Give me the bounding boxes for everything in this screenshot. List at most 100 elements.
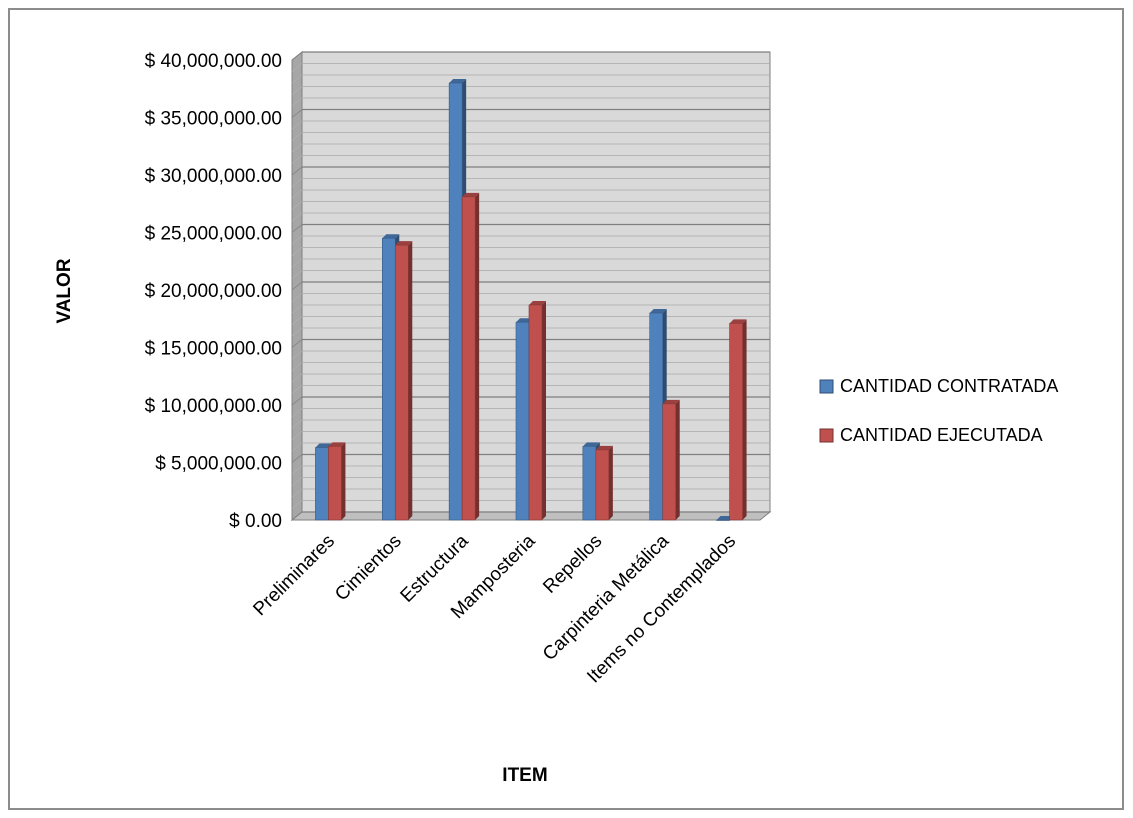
bar-top — [582, 442, 600, 447]
bar-side — [341, 442, 346, 520]
legend-swatch — [819, 379, 834, 394]
bar-side — [675, 399, 680, 520]
bar-front — [381, 237, 396, 521]
bar — [729, 319, 747, 521]
bar-front — [595, 449, 610, 521]
side-gridline — [291, 327, 303, 337]
bar-side — [475, 192, 480, 520]
side-gridline — [291, 477, 303, 486]
y-axis-ticks: $ 0.00 $ 5,000,000.00 $ 10,000,000.00 $ 15,… — [145, 51, 282, 532]
side-gridline — [291, 178, 303, 187]
side-gridline — [291, 419, 303, 429]
side-gridline — [291, 465, 303, 475]
y-tick-label: $ 5,000,000.00 — [155, 454, 282, 475]
bar-side — [408, 241, 413, 520]
bar-side — [608, 445, 613, 520]
side-gridline — [291, 304, 303, 314]
bar-top — [449, 79, 467, 83]
legend-swatch — [819, 428, 834, 443]
side-gridline — [291, 442, 303, 452]
bar-front — [649, 312, 664, 521]
side-gridline — [291, 316, 303, 325]
side-gridline — [291, 431, 303, 440]
side-gridline — [291, 500, 303, 509]
side-gridline — [291, 166, 303, 176]
bar — [662, 399, 680, 521]
legend: CANTIDAD CONTRATADA CANTIDAD EJECUTADA — [819, 376, 1058, 445]
side-gridline — [291, 235, 303, 245]
side-gridline — [291, 189, 303, 199]
bar-front — [729, 323, 743, 521]
side-gridline — [291, 258, 303, 268]
bar-front — [394, 244, 409, 521]
bar-front — [528, 304, 543, 521]
side-gridline — [291, 224, 303, 233]
bar-front — [448, 82, 463, 521]
side-gridline — [291, 362, 303, 371]
side-gridline — [291, 109, 303, 118]
bar-front — [515, 321, 530, 521]
side-gridline — [291, 373, 303, 383]
side-gridline — [291, 293, 303, 302]
bar-front — [582, 446, 597, 521]
bar-top — [328, 442, 346, 447]
side-gridline — [291, 488, 303, 498]
x-tick-label: Carpinteria Metálica — [539, 530, 674, 665]
side-gridline — [291, 396, 303, 406]
bar-front — [328, 446, 342, 521]
side-gridline — [291, 51, 303, 61]
bar — [394, 241, 413, 521]
side-gridline — [291, 74, 303, 84]
x-axis-ticks: PreliminaresCimientosEstructuraMamposter… — [249, 530, 740, 687]
legend-label: CANTIDAD CONTRATADA — [840, 376, 1058, 396]
legend-label: CANTIDAD EJECUTADA — [840, 425, 1043, 445]
side-gridline — [291, 212, 303, 222]
bar-top — [595, 445, 613, 450]
side-gridline — [291, 120, 303, 130]
bar-top — [649, 309, 667, 313]
bar-front — [716, 519, 730, 521]
x-tick-label: Repellos — [539, 531, 606, 598]
y-tick-label: $ 15,000,000.00 — [145, 339, 282, 360]
side-gridline — [291, 408, 303, 417]
x-tick-label: Cimientos — [331, 531, 406, 606]
bar-top — [729, 319, 747, 324]
y-tick-label: $ 40,000,000.00 — [145, 51, 282, 72]
bar-top — [462, 192, 480, 197]
bar-top — [395, 241, 413, 246]
y-tick-label: $ 20,000,000.00 — [145, 281, 282, 302]
bar-front — [461, 196, 476, 521]
y-axis-title: VALOR — [54, 258, 75, 323]
side-gridline — [291, 339, 303, 348]
bar-front — [315, 447, 329, 521]
x-axis-title: ITEM — [502, 765, 547, 786]
bar-top — [382, 234, 400, 239]
y-tick-label: $ 10,000,000.00 — [145, 396, 282, 417]
side-gridline — [291, 86, 303, 95]
y-tick-label: $ 30,000,000.00 — [145, 166, 282, 187]
side-gridline — [291, 247, 303, 256]
bar — [595, 445, 613, 521]
y-tick-label: $ 0.00 — [229, 511, 282, 532]
gridlines — [291, 51, 770, 521]
bar-front — [662, 403, 677, 521]
bar-side — [542, 300, 546, 520]
bars — [315, 79, 747, 521]
side-gridline — [291, 454, 303, 463]
side-gridline — [291, 511, 303, 521]
bar — [528, 300, 546, 521]
side-gridline — [291, 385, 303, 394]
side-gridline — [291, 143, 303, 153]
chart-frame: $ 0.00 $ 5,000,000.00 $ 10,000,000.00 $ 15,… — [8, 8, 1124, 810]
side-gridline — [291, 201, 303, 210]
x-tick-label: Preliminares — [249, 531, 339, 621]
side-gridline — [291, 281, 303, 291]
bar-side — [742, 319, 747, 520]
side-gridline — [291, 270, 303, 279]
side-gridline — [291, 63, 303, 72]
side-gridline — [291, 132, 303, 141]
bar — [461, 192, 480, 521]
side-gridline — [291, 155, 303, 164]
bar-top — [529, 300, 546, 305]
side-gridline — [291, 350, 303, 360]
